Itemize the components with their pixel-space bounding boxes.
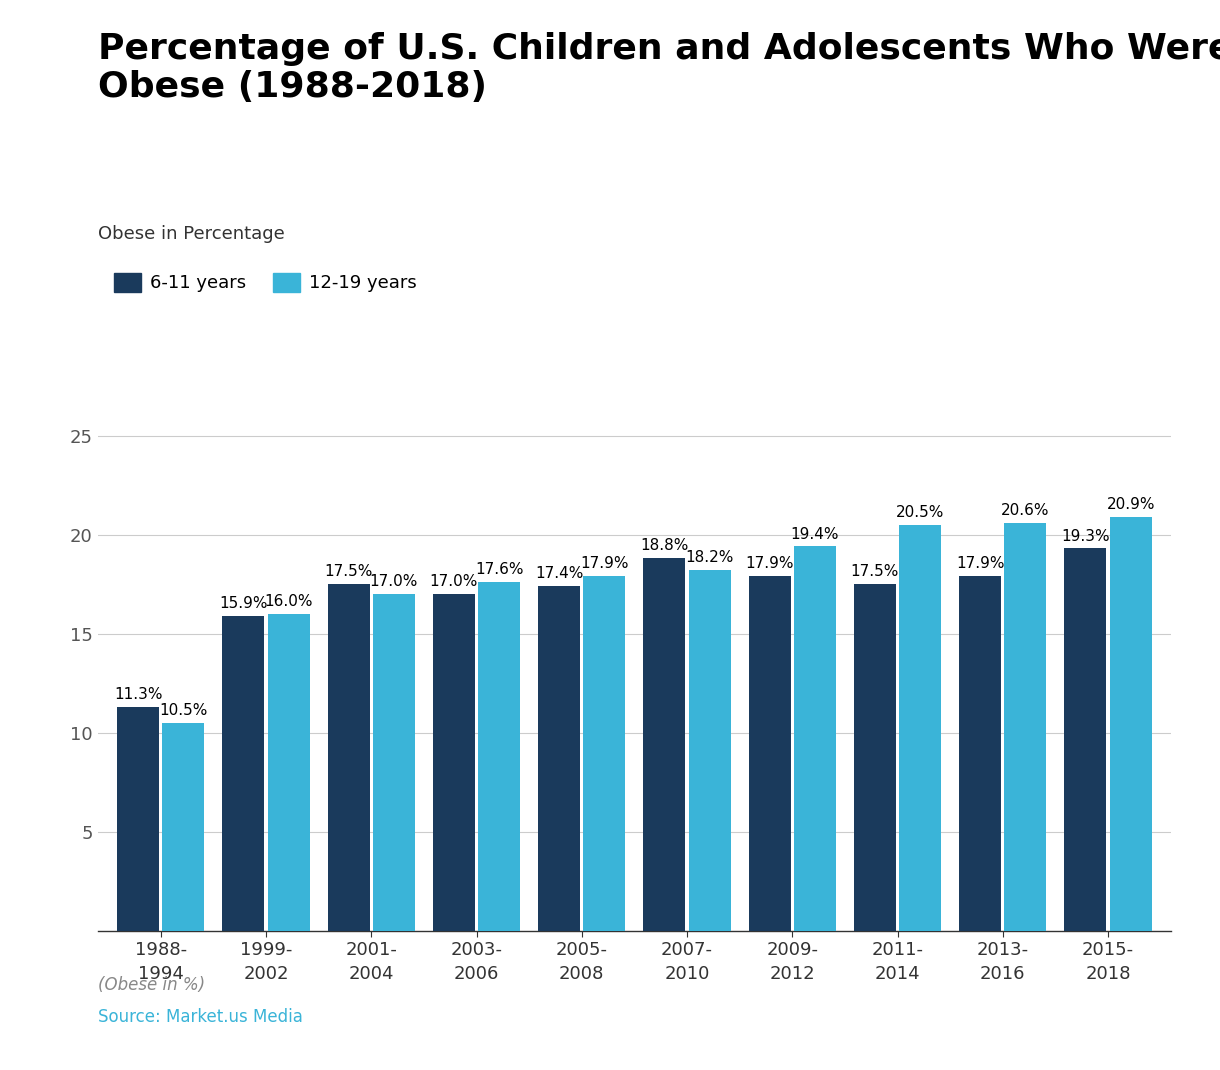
Bar — [373, 594, 415, 931]
Bar — [899, 524, 941, 931]
Text: Obese in Percentage: Obese in Percentage — [98, 225, 284, 243]
Text: Source: Market.us Media: Source: Market.us Media — [98, 1008, 303, 1026]
Bar — [117, 707, 159, 931]
Text: 18.2%: 18.2% — [686, 550, 734, 565]
Bar — [433, 594, 475, 931]
Legend: 6-11 years, 12-19 years: 6-11 years, 12-19 years — [106, 265, 425, 300]
Text: 18.8%: 18.8% — [640, 538, 688, 553]
Bar — [688, 570, 731, 931]
Bar — [959, 577, 1002, 931]
Text: 17.0%: 17.0% — [429, 575, 478, 590]
Text: (Obese in %): (Obese in %) — [98, 976, 205, 994]
Bar — [1064, 549, 1107, 931]
Text: 17.9%: 17.9% — [956, 556, 1004, 571]
Text: 17.9%: 17.9% — [745, 556, 794, 571]
Text: 16.0%: 16.0% — [265, 594, 312, 609]
Bar — [643, 559, 686, 931]
Text: 17.5%: 17.5% — [850, 564, 899, 579]
Bar — [749, 577, 791, 931]
Bar — [854, 584, 895, 931]
Text: 10.5%: 10.5% — [159, 703, 207, 718]
Bar — [162, 723, 205, 931]
Text: 20.6%: 20.6% — [1002, 503, 1049, 518]
Text: 20.9%: 20.9% — [1107, 496, 1155, 511]
Bar — [222, 616, 265, 931]
Bar — [794, 547, 836, 931]
Bar — [583, 577, 626, 931]
Text: 19.3%: 19.3% — [1061, 529, 1110, 544]
Text: 19.4%: 19.4% — [791, 526, 839, 541]
Text: 11.3%: 11.3% — [113, 687, 162, 702]
Text: 17.0%: 17.0% — [370, 575, 418, 590]
Text: 17.9%: 17.9% — [581, 556, 628, 571]
Bar — [1004, 523, 1047, 931]
Bar — [267, 614, 310, 931]
Bar — [478, 582, 520, 931]
Text: 15.9%: 15.9% — [220, 596, 267, 611]
Bar — [1110, 517, 1152, 931]
Bar — [328, 584, 370, 931]
Text: Percentage of U.S. Children and Adolescents Who Were
Obese (1988-2018): Percentage of U.S. Children and Adolesce… — [98, 32, 1220, 104]
Bar — [538, 586, 581, 931]
Text: 17.6%: 17.6% — [475, 562, 523, 577]
Text: 20.5%: 20.5% — [895, 505, 944, 520]
Text: 17.4%: 17.4% — [534, 566, 583, 581]
Text: 17.5%: 17.5% — [325, 564, 373, 579]
